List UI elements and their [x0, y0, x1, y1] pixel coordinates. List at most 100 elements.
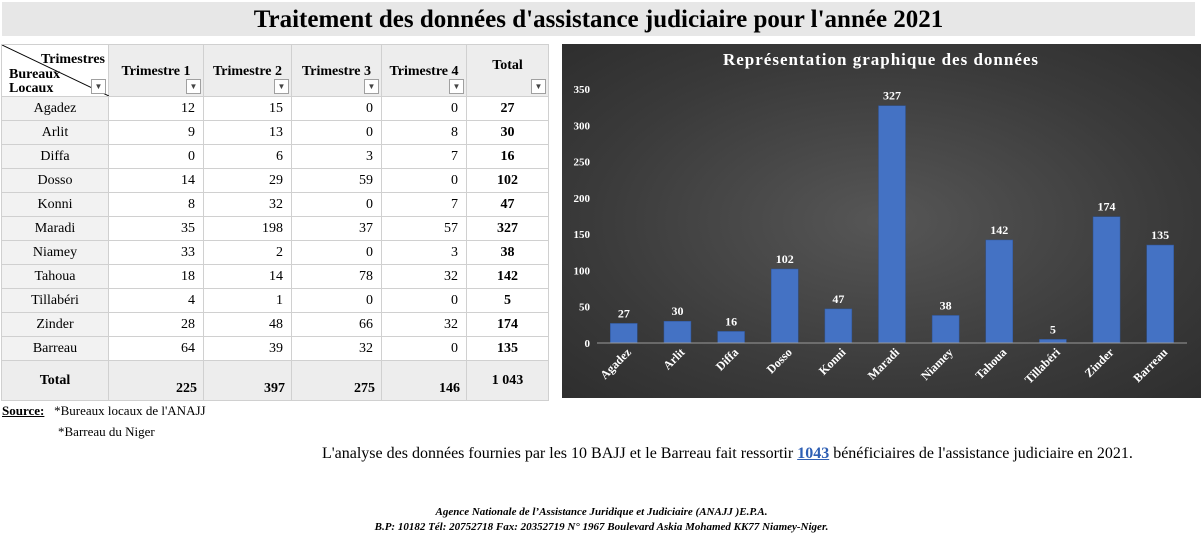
table-row: Tahoua 18 14 78 32 142: [1, 264, 549, 289]
filter-dropdown-icon[interactable]: ▼: [531, 79, 546, 94]
row-quarter-value: 35: [108, 216, 204, 241]
header-trimestre-3: Trimestre 3 ▼: [291, 44, 382, 97]
filter-dropdown-icon[interactable]: ▼: [91, 79, 106, 94]
row-quarter-value: 48: [203, 312, 292, 337]
total-quarter-value: 225: [108, 360, 204, 401]
bar-series: 27 Agadez 30 Arlit 16 Diffa 102 Dosso 47 Konni 327…: [597, 89, 1174, 387]
table-row: Barreau 64 39 32 0 135: [1, 336, 549, 361]
header-corner-cell: Trimestres Bureaux Locaux ▼: [1, 44, 109, 97]
row-quarter-value: 32: [291, 336, 382, 361]
x-category-label: Konni: [816, 345, 849, 378]
y-axis: 0 50 100 150 200 250 300 350: [574, 84, 591, 350]
bar-chart: Représentation graphique des données 0 50…: [562, 44, 1201, 398]
analysis-highlight-link[interactable]: 1043: [797, 445, 830, 462]
bar-data-label: 16: [725, 314, 737, 328]
row-total-value: 327: [466, 216, 549, 241]
row-quarter-value: 9: [108, 120, 204, 145]
header-label: Trimestre 4: [389, 64, 459, 79]
row-quarter-value: 0: [291, 192, 382, 217]
row-bureau-name: Konni: [1, 192, 109, 217]
source-note: Source: *Bureaux locaux de l'ANAJJ: [2, 403, 206, 419]
table-row: Dosso 14 29 59 0 102: [1, 168, 549, 193]
row-quarter-value: 12: [108, 96, 204, 121]
corner-label-bureaux: Bureaux Locaux: [9, 68, 60, 96]
filter-dropdown-icon[interactable]: ▼: [364, 79, 379, 94]
row-quarter-value: 15: [203, 96, 292, 121]
table-header-row: Trimestres Bureaux Locaux ▼ Trimestre 1 ▼…: [1, 44, 549, 97]
row-quarter-value: 0: [381, 336, 467, 361]
bar-data-label: 27: [618, 306, 630, 320]
header-label: Trimestre 2: [212, 64, 283, 79]
row-quarter-value: 32: [381, 264, 467, 289]
y-tick-label: 0: [585, 338, 591, 350]
bar-data-label: 327: [883, 89, 901, 103]
source-label: Source:: [2, 403, 45, 418]
bar-chart-svg: Représentation graphique des données 0 50…: [574, 50, 1187, 387]
bar: [1146, 244, 1174, 344]
bar-data-label: 5: [1050, 322, 1056, 336]
bar-data-label: 102: [776, 252, 794, 266]
header-label: Total: [492, 58, 523, 73]
table-row: Zinder 28 48 66 32 174: [1, 312, 549, 337]
header-label: Trimestre 3: [301, 64, 372, 79]
y-tick-label: 350: [574, 84, 591, 96]
row-quarter-value: 0: [381, 168, 467, 193]
row-quarter-value: 6: [203, 144, 292, 169]
row-quarter-value: 0: [291, 240, 382, 265]
row-bureau-name: Maradi: [1, 216, 109, 241]
grand-total-value: 1 043: [466, 360, 549, 401]
bar: [717, 331, 745, 344]
row-quarter-value: 14: [203, 264, 292, 289]
y-tick-label: 50: [579, 302, 591, 314]
x-category-label: Zinder: [1082, 345, 1117, 380]
row-total-value: 47: [466, 192, 549, 217]
bar-data-label: 47: [832, 292, 844, 306]
row-total-value: 142: [466, 264, 549, 289]
row-quarter-value: 0: [291, 288, 382, 313]
bar: [1092, 216, 1121, 344]
filter-dropdown-icon[interactable]: ▼: [186, 79, 201, 94]
table-row: Konni 8 32 0 7 47: [1, 192, 549, 217]
row-bureau-name: Arlit: [1, 120, 109, 145]
agency-address: B.P: 10182 Tél: 20752718 Fax: 20352719 N…: [374, 521, 829, 533]
x-category-label: Agadez: [597, 345, 634, 382]
filter-dropdown-icon[interactable]: ▼: [274, 79, 289, 94]
row-quarter-value: 78: [291, 264, 382, 289]
row-total-value: 102: [466, 168, 549, 193]
bar: [985, 239, 1014, 344]
row-quarter-value: 33: [108, 240, 204, 265]
row-total-value: 38: [466, 240, 549, 265]
row-quarter-value: 198: [203, 216, 292, 241]
chart-title: Représentation graphique des données: [723, 50, 1039, 69]
corner-label-bureaux-line1: Bureaux: [9, 67, 61, 82]
x-category-label: Barreau: [1130, 345, 1170, 385]
row-total-value: 27: [466, 96, 549, 121]
agency-footer: Agence Nationale de l’Assistance Juridiq…: [0, 505, 1203, 535]
row-quarter-value: 2: [203, 240, 292, 265]
source-line-2: *Barreau du Niger: [58, 424, 155, 439]
row-bureau-name: Diffa: [1, 144, 109, 169]
table-row: Arlit 9 13 0 8 30: [1, 120, 549, 145]
agency-name: Agence Nationale de l’Assistance Juridiq…: [435, 506, 768, 518]
row-quarter-value: 14: [108, 168, 204, 193]
bar-data-label: 30: [671, 304, 683, 318]
bar: [663, 320, 692, 344]
row-quarter-value: 1: [203, 288, 292, 313]
row-bureau-name: Zinder: [1, 312, 109, 337]
total-quarter-value: 275: [291, 360, 382, 401]
y-tick-label: 100: [574, 265, 591, 277]
header-total: Total ▼: [466, 44, 549, 97]
row-quarter-value: 32: [381, 312, 467, 337]
row-quarter-value: 3: [381, 240, 467, 265]
x-category-label: Dosso: [764, 345, 795, 376]
x-category-label: Diffa: [713, 345, 741, 373]
row-quarter-value: 64: [108, 336, 204, 361]
header-trimestre-1: Trimestre 1 ▼: [108, 44, 204, 97]
analysis-text: L'analyse des données fournies par les 1…: [322, 445, 1133, 463]
table-row: Diffa 0 6 3 7 16: [1, 144, 549, 169]
filter-dropdown-icon[interactable]: ▼: [449, 79, 464, 94]
y-tick-label: 150: [574, 229, 591, 241]
row-bureau-name: Barreau: [1, 336, 109, 361]
row-quarter-value: 8: [381, 120, 467, 145]
row-bureau-name: Dosso: [1, 168, 109, 193]
